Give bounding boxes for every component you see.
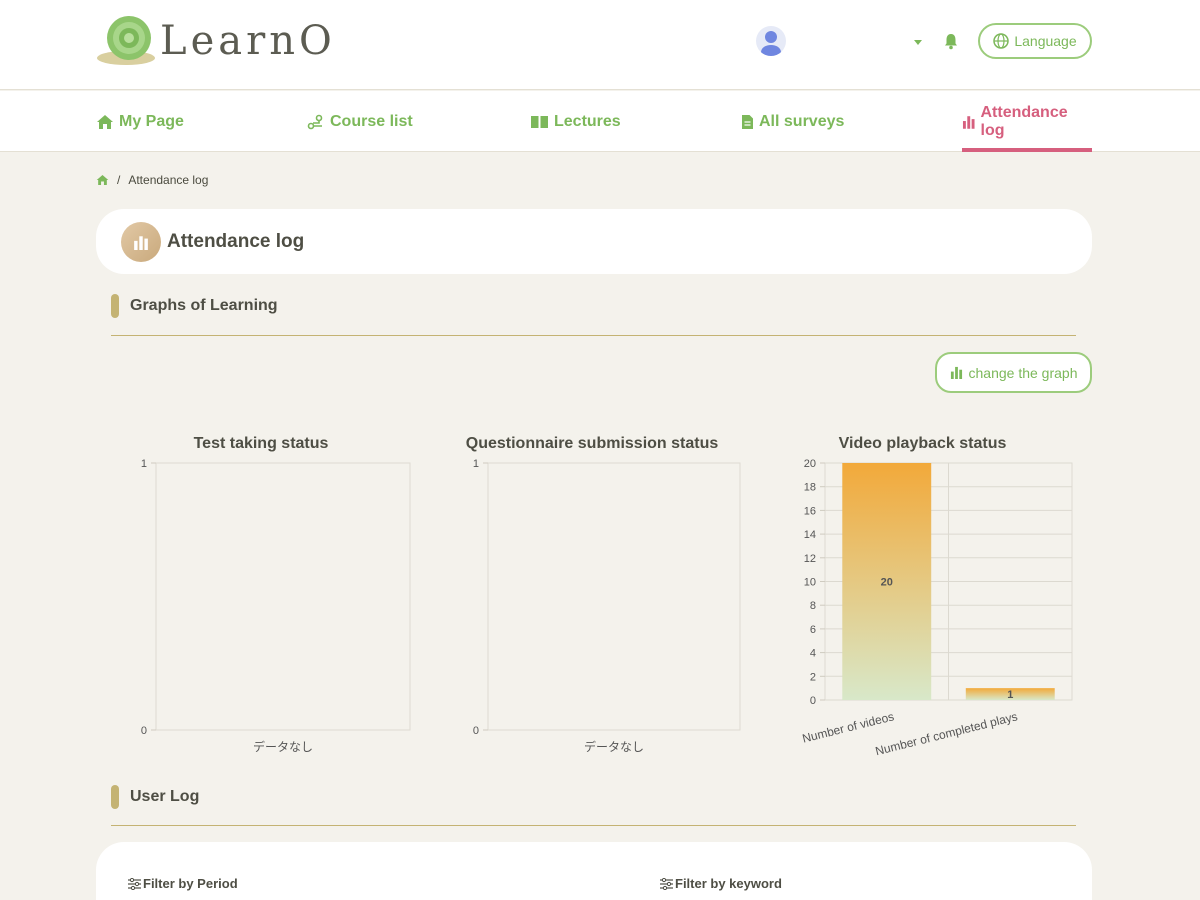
nav-item-attendance-log[interactable]: Attendance log bbox=[962, 91, 1092, 152]
page-title: Attendance log bbox=[167, 230, 305, 252]
y-tick-label: 20 bbox=[804, 458, 816, 470]
filter-keyword-text: Filter by keyword bbox=[675, 876, 782, 891]
logo-text: LearnO bbox=[160, 18, 336, 64]
y-tick-label: 2 bbox=[810, 671, 816, 683]
y-tick-label: 18 bbox=[804, 482, 816, 494]
nav-label-my-page: My Page bbox=[119, 112, 184, 130]
sliders-icon bbox=[660, 877, 673, 890]
user-avatar[interactable] bbox=[756, 26, 786, 56]
breadcrumb: / Attendance log bbox=[96, 173, 208, 187]
account-dropdown-caret-icon[interactable] bbox=[914, 40, 922, 45]
attendance-chart-icon bbox=[121, 221, 161, 262]
y-tick-label: 1 bbox=[141, 458, 147, 470]
y-tick-label: 4 bbox=[810, 648, 816, 660]
nav-label-attendance-log: Attendance log bbox=[980, 103, 1068, 139]
plot-frame bbox=[155, 462, 411, 731]
sliders-icon bbox=[128, 877, 141, 890]
y-tick-label: 12 bbox=[804, 553, 816, 565]
chart-title-video: Video playback status bbox=[838, 435, 1007, 452]
y-tick-label: 8 bbox=[810, 600, 816, 612]
bell-icon[interactable] bbox=[942, 32, 960, 50]
chart-title-test: Test taking status bbox=[193, 435, 329, 452]
bar-chart-icon bbox=[962, 115, 975, 129]
snail-logo-icon bbox=[97, 16, 155, 65]
site-header: LearnO Language bbox=[0, 0, 1200, 90]
y-tick-label: 0 bbox=[473, 725, 479, 737]
nav-label-all-surveys: All surveys bbox=[759, 112, 845, 130]
page-title-card: Attendance log bbox=[96, 209, 1092, 274]
chart-title-questionnaire: Questionnaire submission status bbox=[465, 435, 719, 452]
course-icon bbox=[307, 114, 323, 129]
section-divider bbox=[111, 825, 1076, 826]
main-nav: My Page Course list Lectures All surveys… bbox=[0, 91, 1200, 152]
graphs-section-title: Graphs of Learning bbox=[130, 297, 278, 314]
bar bbox=[965, 688, 1055, 700]
no-data-label: データなし bbox=[253, 739, 313, 754]
y-tick-label: 0 bbox=[810, 695, 816, 707]
bar bbox=[842, 463, 932, 700]
plot-frame bbox=[487, 462, 741, 731]
breadcrumb-current: Attendance log bbox=[128, 173, 209, 187]
language-label: Language bbox=[1014, 33, 1077, 49]
language-button[interactable]: Language bbox=[978, 23, 1092, 59]
x-category-label: Number of videos bbox=[801, 709, 896, 745]
filter-keyword-label: Filter by keyword bbox=[660, 876, 782, 891]
section-marker bbox=[111, 294, 119, 318]
nav-label-lectures: Lectures bbox=[554, 112, 621, 130]
y-tick-label: 16 bbox=[804, 505, 816, 517]
y-tick-label: 14 bbox=[804, 529, 816, 541]
no-data-label: データなし bbox=[584, 739, 644, 754]
nav-label-course-list: Course list bbox=[330, 112, 413, 130]
bar-chart-icon bbox=[950, 366, 962, 379]
y-tick-label: 0 bbox=[141, 725, 147, 737]
y-tick-label: 6 bbox=[810, 624, 816, 636]
home-icon bbox=[97, 114, 113, 129]
filter-card: Filter by Period Filter by keyword bbox=[96, 842, 1092, 900]
bar-data-label: 1 bbox=[1007, 689, 1013, 701]
user-icon bbox=[761, 31, 781, 56]
breadcrumb-home-icon[interactable] bbox=[96, 174, 109, 186]
user-log-section-heading: User Log bbox=[111, 785, 199, 809]
y-tick-label: 1 bbox=[473, 458, 479, 470]
nav-item-my-page[interactable]: My Page bbox=[96, 91, 184, 152]
x-category-label: Number of completed plays bbox=[874, 709, 1019, 758]
filter-period-text: Filter by Period bbox=[143, 876, 238, 891]
nav-item-all-surveys[interactable]: All surveys bbox=[741, 91, 844, 152]
nav-item-course-list[interactable]: Course list bbox=[307, 91, 413, 152]
y-tick-label: 10 bbox=[804, 577, 816, 589]
filter-period-label: Filter by Period bbox=[128, 876, 238, 891]
change-graph-label: change the graph bbox=[968, 364, 1078, 381]
bar-data-label: 20 bbox=[881, 577, 893, 589]
graphs-section-heading: Graphs of Learning bbox=[111, 294, 278, 318]
nav-item-lectures[interactable]: Lectures bbox=[530, 91, 621, 152]
change-graph-button[interactable]: change the graph bbox=[935, 352, 1092, 393]
logo[interactable]: LearnO bbox=[96, 14, 336, 66]
document-icon bbox=[742, 114, 753, 129]
section-marker bbox=[111, 785, 119, 809]
globe-icon bbox=[993, 33, 1010, 49]
section-divider bbox=[111, 335, 1076, 336]
breadcrumb-separator: / bbox=[117, 173, 121, 187]
book-icon bbox=[531, 116, 548, 128]
user-log-section-title: User Log bbox=[130, 788, 200, 805]
